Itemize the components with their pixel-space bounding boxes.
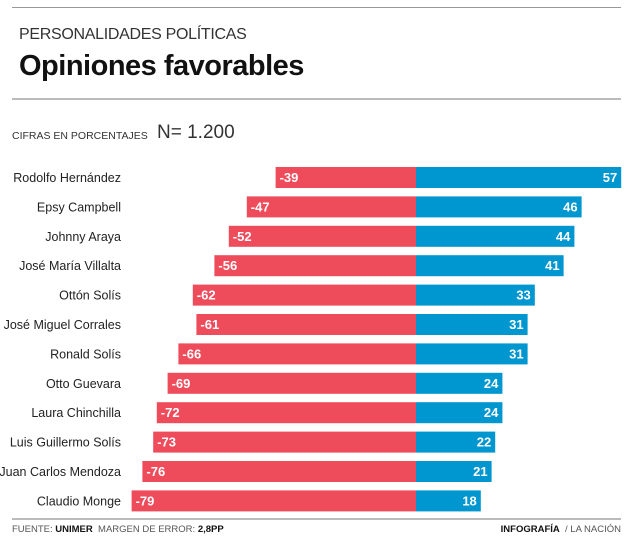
bar-negative bbox=[275, 167, 416, 188]
bar-positive bbox=[416, 167, 622, 188]
data-label-negative: -56 bbox=[218, 258, 237, 273]
data-label-negative: -69 bbox=[172, 376, 191, 391]
data-label-positive: 24 bbox=[484, 376, 499, 391]
chart-title: Opiniones favorables bbox=[19, 50, 304, 82]
bar-positive bbox=[416, 225, 575, 247]
data-label-positive: 21 bbox=[473, 464, 487, 479]
data-label-positive: 22 bbox=[477, 435, 491, 450]
credit-text: / LA NACIÓN bbox=[565, 524, 621, 535]
source-label: FUENTE: bbox=[12, 524, 53, 535]
footer-credit: INFOGRAFÍA / LA NACIÓN bbox=[501, 524, 621, 535]
credit-bold: INFOGRAFÍA bbox=[500, 524, 560, 535]
footer-rule bbox=[12, 518, 621, 520]
category-label: Laura Chinchilla bbox=[31, 406, 121, 420]
bar-positive bbox=[416, 314, 528, 335]
bar-positive bbox=[416, 402, 503, 424]
bar-positive bbox=[416, 196, 582, 218]
category-label: José María Villalta bbox=[19, 259, 121, 273]
unit-note: CIFRAS EN PORCENTAJES bbox=[12, 130, 148, 142]
category-label: Ottón Solís bbox=[59, 289, 121, 303]
title-rule bbox=[12, 98, 621, 100]
bar-negative bbox=[246, 196, 416, 218]
bar-negative bbox=[156, 402, 417, 424]
footer-source: FUENTE: UNIMER MARGEN DE ERROR: 2,8PP bbox=[12, 524, 224, 535]
category-label: Juan Carlos Mendoza bbox=[0, 465, 121, 479]
data-label-positive: 33 bbox=[516, 288, 530, 303]
category-label: Luis Guillermo Solís bbox=[10, 436, 121, 450]
data-label-negative: -39 bbox=[280, 170, 299, 185]
bar-negative bbox=[178, 343, 416, 365]
data-label-positive: 46 bbox=[563, 199, 577, 214]
chart-kicker: PERSONALIDADES POLÍTICAS bbox=[19, 26, 247, 43]
category-label: Ronald Solís bbox=[50, 347, 121, 361]
category-label: Claudio Monge bbox=[37, 494, 121, 508]
category-label: Rodolfo Hernández bbox=[13, 171, 121, 185]
margin-label: MARGEN DE ERROR: bbox=[98, 524, 196, 535]
data-label-positive: 44 bbox=[556, 229, 571, 244]
data-label-negative: -52 bbox=[233, 229, 252, 244]
data-label-positive: 57 bbox=[603, 170, 617, 185]
data-label-positive: 18 bbox=[462, 493, 476, 508]
bar-negative bbox=[153, 431, 416, 453]
bar-positive bbox=[416, 372, 503, 394]
source-value: UNIMER bbox=[55, 524, 93, 535]
category-label: Johnny Araya bbox=[45, 230, 121, 244]
data-label-negative: -66 bbox=[182, 346, 201, 361]
bar-negative bbox=[228, 225, 416, 247]
bar-positive bbox=[416, 284, 535, 306]
data-label-negative: -61 bbox=[200, 317, 219, 332]
bar-positive bbox=[416, 490, 481, 512]
bar-positive bbox=[416, 461, 492, 482]
bar-negative bbox=[196, 314, 416, 335]
margin-value: 2,8PP bbox=[197, 524, 224, 535]
bar-negative bbox=[214, 255, 416, 277]
data-label-negative: -72 bbox=[161, 405, 180, 420]
data-label-negative: -73 bbox=[157, 435, 176, 450]
data-label-positive: 24 bbox=[484, 405, 499, 420]
data-label-negative: -76 bbox=[146, 464, 165, 479]
category-label: José Miguel Corrales bbox=[4, 318, 121, 332]
data-label-positive: 31 bbox=[509, 317, 523, 332]
bar-negative bbox=[167, 372, 416, 394]
data-label-negative: -47 bbox=[251, 199, 270, 214]
bar-positive bbox=[416, 431, 496, 453]
bar-positive bbox=[416, 255, 564, 277]
category-label: Otto Guevara bbox=[46, 377, 121, 391]
data-label-negative: -79 bbox=[136, 493, 155, 508]
bar-negative bbox=[192, 284, 416, 306]
category-label: Epsy Campbell bbox=[37, 200, 121, 214]
bar-positive bbox=[416, 343, 528, 365]
bar-negative bbox=[142, 461, 416, 482]
data-label-positive: 31 bbox=[509, 346, 523, 361]
top-rule bbox=[12, 7, 621, 8]
bar-negative bbox=[131, 490, 416, 512]
sample-size: N= 1.200 bbox=[157, 122, 235, 143]
data-label-negative: -62 bbox=[197, 288, 216, 303]
data-label-positive: 41 bbox=[545, 258, 559, 273]
